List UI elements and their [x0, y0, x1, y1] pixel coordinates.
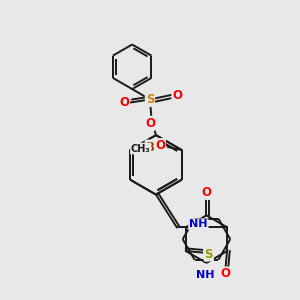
- Text: S: S: [205, 248, 213, 260]
- Text: CH₃: CH₃: [131, 143, 151, 154]
- Text: O: O: [202, 186, 212, 199]
- Text: Br: Br: [146, 140, 160, 154]
- Text: S: S: [146, 93, 154, 106]
- Text: O: O: [119, 96, 129, 109]
- Text: NH: NH: [196, 270, 214, 280]
- Text: NH: NH: [189, 219, 208, 229]
- Text: O: O: [172, 88, 182, 101]
- Text: O: O: [155, 139, 165, 152]
- Text: O: O: [145, 117, 155, 130]
- Text: O: O: [220, 267, 231, 280]
